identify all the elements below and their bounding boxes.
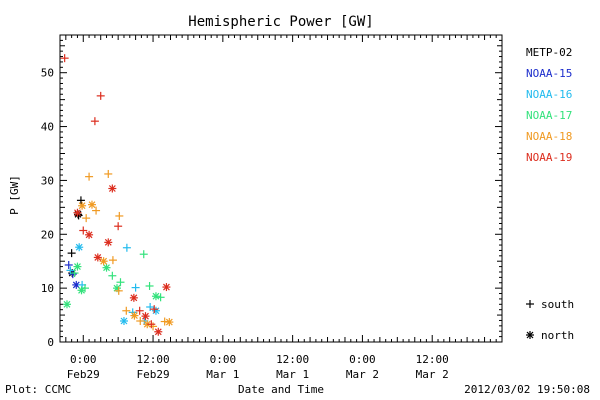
data-point bbox=[72, 280, 81, 289]
data-point bbox=[151, 306, 160, 315]
data-point bbox=[78, 201, 87, 210]
data-point bbox=[90, 117, 99, 126]
data-point bbox=[60, 54, 69, 63]
data-point bbox=[82, 214, 91, 223]
x-tick-date-label: Mar 1 bbox=[276, 368, 309, 381]
data-point bbox=[87, 200, 96, 209]
data-point bbox=[85, 172, 94, 181]
data-point bbox=[146, 302, 155, 311]
x-tick-date-label: Mar 1 bbox=[206, 368, 239, 381]
data-point bbox=[75, 243, 84, 252]
footer-plot-source: Plot: CCMC bbox=[5, 383, 71, 396]
series-legend: METP-02 NOAA-15 NOAA-16 NOAA-17 NOAA-18 NOAA-… bbox=[526, 46, 572, 164]
y-tick-label: 30 bbox=[41, 174, 54, 187]
marker-legend-entry: north bbox=[526, 329, 574, 342]
y-tick-label: 50 bbox=[41, 67, 54, 80]
legend-entry: NOAA-15 bbox=[526, 67, 572, 80]
data-point bbox=[108, 271, 117, 280]
data-point bbox=[145, 281, 154, 290]
marker-legend-entry: south bbox=[526, 298, 574, 311]
data-point bbox=[151, 292, 160, 301]
data-point bbox=[116, 278, 125, 287]
data-point bbox=[76, 196, 85, 205]
data-point bbox=[67, 249, 76, 258]
data-points bbox=[60, 54, 174, 336]
data-point bbox=[81, 284, 90, 293]
legend-entry: NOAA-19 bbox=[526, 151, 572, 164]
x-tick-time-label: 0:00 bbox=[70, 353, 97, 366]
x-tick-time-label: 0:00 bbox=[210, 353, 237, 366]
data-point bbox=[119, 316, 128, 325]
data-point bbox=[66, 266, 75, 275]
data-point bbox=[156, 293, 165, 302]
y-tick-label: 0 bbox=[47, 336, 54, 349]
legend-entry: NOAA-18 bbox=[526, 130, 572, 143]
data-point bbox=[150, 305, 159, 314]
data-point bbox=[115, 211, 124, 220]
y-tick-label: 40 bbox=[41, 121, 54, 134]
data-point bbox=[162, 283, 171, 292]
legend-entry: METP-02 bbox=[526, 46, 572, 59]
data-point bbox=[165, 318, 174, 327]
data-point bbox=[130, 311, 139, 320]
y-tick-label: 20 bbox=[41, 228, 54, 241]
data-point bbox=[73, 208, 82, 217]
data-point bbox=[154, 327, 163, 336]
data-point bbox=[62, 300, 71, 309]
x-tick-date-label: Mar 2 bbox=[346, 368, 379, 381]
data-point bbox=[77, 286, 86, 295]
x-tick-date-label: Mar 2 bbox=[416, 368, 449, 381]
data-point bbox=[73, 262, 82, 271]
data-point bbox=[139, 250, 148, 259]
data-point bbox=[136, 316, 145, 325]
plot-frame bbox=[59, 34, 503, 343]
data-point bbox=[85, 230, 94, 239]
data-point bbox=[129, 293, 138, 302]
marker-legend-label: south bbox=[541, 298, 574, 311]
x-tick-time-label: 12:00 bbox=[276, 353, 309, 366]
x-tick-time-label: 12:00 bbox=[416, 353, 449, 366]
data-point bbox=[104, 238, 113, 247]
data-point bbox=[114, 286, 123, 295]
x-tick-time-label: 12:00 bbox=[136, 353, 169, 366]
data-point bbox=[122, 243, 131, 252]
chart-title: Hemispheric Power [GW] bbox=[188, 14, 373, 30]
data-point bbox=[79, 226, 88, 235]
marker-legend-label: north bbox=[541, 329, 574, 342]
data-point bbox=[102, 263, 111, 272]
data-point bbox=[99, 257, 108, 266]
data-point bbox=[96, 91, 105, 100]
data-point bbox=[108, 256, 117, 265]
data-point bbox=[104, 169, 113, 178]
data-point bbox=[122, 306, 131, 315]
data-point bbox=[147, 320, 156, 329]
x-axis-label: Date and Time bbox=[238, 383, 324, 396]
marker-legend: south north bbox=[526, 298, 574, 342]
data-point bbox=[135, 306, 144, 315]
data-point bbox=[64, 260, 73, 269]
data-point bbox=[92, 206, 101, 215]
data-point bbox=[131, 283, 140, 292]
data-point bbox=[70, 269, 79, 278]
x-tick-time-label: 0:00 bbox=[349, 353, 376, 366]
y-tick-label: 10 bbox=[41, 282, 54, 295]
plot-axes bbox=[59, 34, 503, 343]
x-tick-date-label: Feb29 bbox=[136, 368, 169, 381]
data-point bbox=[108, 184, 117, 193]
y-axis-ticks: 0 10 20 30 40 50 bbox=[41, 34, 502, 349]
data-point bbox=[141, 312, 150, 321]
x-tick-date-label: Feb29 bbox=[67, 368, 100, 381]
legend-entry: NOAA-16 bbox=[526, 88, 572, 101]
y-axis-label: P [GW] bbox=[8, 175, 21, 215]
data-point bbox=[114, 222, 123, 231]
footer-timestamp: 2012/03/02 19:50:08 bbox=[464, 383, 590, 396]
x-axis-ticks: 0:00 Feb29 12:00 Feb29 0:00 Mar 1 12:00 Mar 1 0:… bbox=[59, 35, 503, 381]
data-point bbox=[93, 253, 102, 262]
legend-entry: NOAA-17 bbox=[526, 109, 572, 122]
